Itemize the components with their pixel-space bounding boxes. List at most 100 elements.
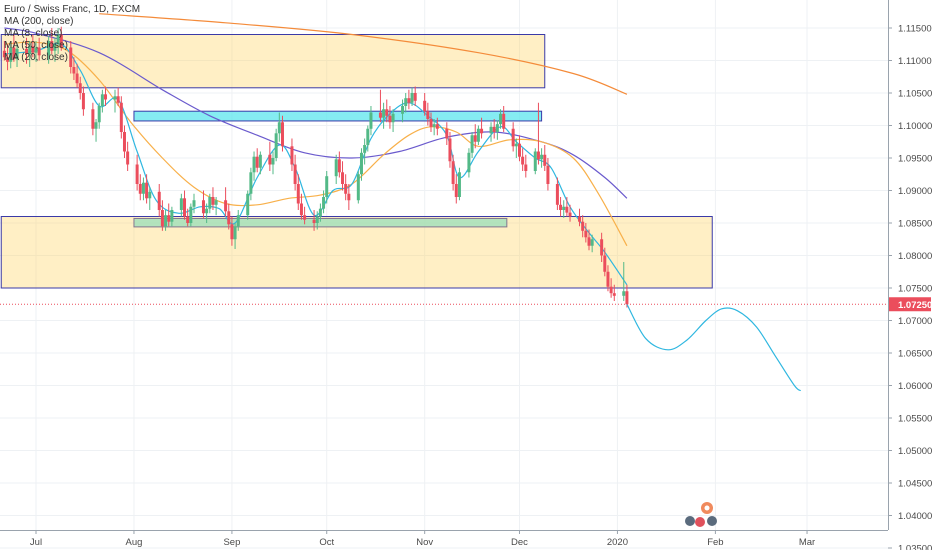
- candle-down[interactable]: [37, 37, 41, 61]
- candle-down[interactable]: [559, 197, 563, 217]
- candle-down[interactable]: [145, 174, 149, 204]
- legend-ma-8[interactable]: MA (8, close): [4, 28, 63, 39]
- candle-down[interactable]: [517, 135, 521, 162]
- candle-down[interactable]: [445, 122, 449, 145]
- candle-up[interactable]: [334, 154, 338, 184]
- legend-ma-200[interactable]: MA (200, close): [4, 16, 74, 27]
- candle-up[interactable]: [318, 203, 322, 222]
- candle-up[interactable]: [271, 151, 275, 175]
- candle-up[interactable]: [590, 234, 594, 253]
- candle-down[interactable]: [255, 148, 259, 173]
- candle-down[interactable]: [157, 184, 161, 217]
- candle-up[interactable]: [249, 167, 253, 201]
- candle-up[interactable]: [391, 109, 395, 132]
- lower-demand-zone[interactable]: [0, 216, 713, 289]
- candle-down[interactable]: [543, 145, 547, 171]
- candle-down[interactable]: [407, 89, 411, 110]
- candle-up[interactable]: [192, 193, 196, 214]
- candle-down[interactable]: [448, 132, 452, 168]
- candle-down[interactable]: [186, 208, 190, 227]
- candle-down[interactable]: [183, 190, 187, 220]
- candle-down[interactable]: [78, 76, 82, 100]
- candle-down[interactable]: [587, 229, 591, 251]
- candle-down[interactable]: [167, 203, 171, 227]
- candle-up[interactable]: [236, 210, 240, 231]
- candle-down[interactable]: [135, 154, 139, 191]
- candle-up[interactable]: [246, 190, 250, 220]
- candle-down[interactable]: [280, 115, 284, 152]
- candle-up[interactable]: [100, 89, 104, 113]
- candle-down[interactable]: [581, 215, 585, 238]
- candle-down[interactable]: [511, 122, 515, 152]
- candle-up[interactable]: [28, 41, 32, 67]
- candle-down[interactable]: [91, 102, 95, 136]
- candle-down[interactable]: [224, 187, 228, 217]
- candle-down[interactable]: [104, 86, 108, 107]
- candle-up[interactable]: [56, 28, 60, 54]
- candle-down[interactable]: [388, 106, 392, 129]
- candle-down[interactable]: [227, 203, 231, 230]
- candle-down[interactable]: [521, 148, 525, 171]
- candle-down[interactable]: [344, 174, 348, 201]
- candle-down[interactable]: [69, 41, 73, 74]
- candle-up[interactable]: [363, 138, 367, 165]
- candle-up[interactable]: [401, 99, 405, 123]
- candle-up[interactable]: [533, 148, 537, 175]
- upper-supply-zone[interactable]: [0, 34, 546, 89]
- candle-up[interactable]: [9, 42, 13, 69]
- candle-up[interactable]: [366, 125, 370, 152]
- candle-up[interactable]: [404, 93, 408, 113]
- candle-down[interactable]: [413, 86, 417, 107]
- candle-down[interactable]: [81, 86, 85, 116]
- candle-down[interactable]: [75, 63, 79, 88]
- candle-down[interactable]: [25, 37, 29, 64]
- candle-up[interactable]: [170, 206, 174, 227]
- candle-up[interactable]: [274, 128, 278, 162]
- candle-up[interactable]: [205, 203, 209, 224]
- candle-up[interactable]: [467, 148, 471, 178]
- candle-up[interactable]: [113, 89, 117, 113]
- candle-down[interactable]: [211, 187, 215, 210]
- candle-down[interactable]: [6, 44, 10, 71]
- candle-down[interactable]: [536, 102, 540, 165]
- candle-down[interactable]: [268, 141, 272, 171]
- candle-down[interactable]: [603, 247, 607, 277]
- candle-down[interactable]: [230, 216, 234, 246]
- candle-up[interactable]: [495, 120, 499, 140]
- candle-down[interactable]: [524, 154, 528, 178]
- candle-up[interactable]: [514, 138, 518, 159]
- candle-up[interactable]: [164, 210, 168, 231]
- candle-down[interactable]: [2, 41, 6, 61]
- candle-up[interactable]: [369, 106, 373, 136]
- candle-up[interactable]: [15, 42, 19, 67]
- upper-resistance-band[interactable]: [133, 110, 543, 122]
- candle-up[interactable]: [258, 151, 262, 175]
- candle-up[interactable]: [34, 41, 38, 62]
- candle-down[interactable]: [126, 141, 130, 171]
- candle-down[interactable]: [378, 89, 382, 123]
- candle-down[interactable]: [303, 206, 307, 225]
- candle-down[interactable]: [625, 284, 629, 308]
- candle-down[interactable]: [480, 117, 484, 139]
- candle-up[interactable]: [470, 132, 474, 158]
- candle-down[interactable]: [609, 278, 613, 298]
- candle-down[interactable]: [568, 204, 572, 222]
- candle-up[interactable]: [622, 262, 626, 301]
- candle-down[interactable]: [423, 93, 427, 116]
- legend-ma-20[interactable]: MA (20, close): [4, 52, 68, 63]
- candle-down[interactable]: [293, 154, 297, 191]
- candle-up[interactable]: [359, 148, 363, 181]
- candle-up[interactable]: [252, 151, 256, 181]
- candle-down[interactable]: [435, 117, 439, 136]
- candle-down[interactable]: [299, 193, 303, 220]
- candle-down[interactable]: [341, 161, 345, 191]
- candle-down[interactable]: [502, 106, 506, 132]
- candle-down[interactable]: [290, 138, 294, 172]
- candle-down[interactable]: [160, 200, 164, 231]
- candle-down[interactable]: [50, 28, 54, 54]
- candle-up[interactable]: [315, 211, 319, 230]
- candle-up[interactable]: [53, 37, 57, 62]
- candle-down[interactable]: [116, 87, 120, 106]
- legend-ma-50[interactable]: MA (50, close): [4, 40, 68, 51]
- candle-down[interactable]: [555, 177, 559, 211]
